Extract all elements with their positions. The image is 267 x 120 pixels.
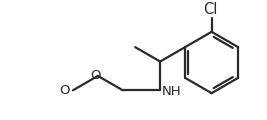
Text: O: O [60,84,70,97]
Text: Cl: Cl [203,2,218,17]
Text: NH: NH [162,85,182,98]
Text: O: O [91,69,101,82]
